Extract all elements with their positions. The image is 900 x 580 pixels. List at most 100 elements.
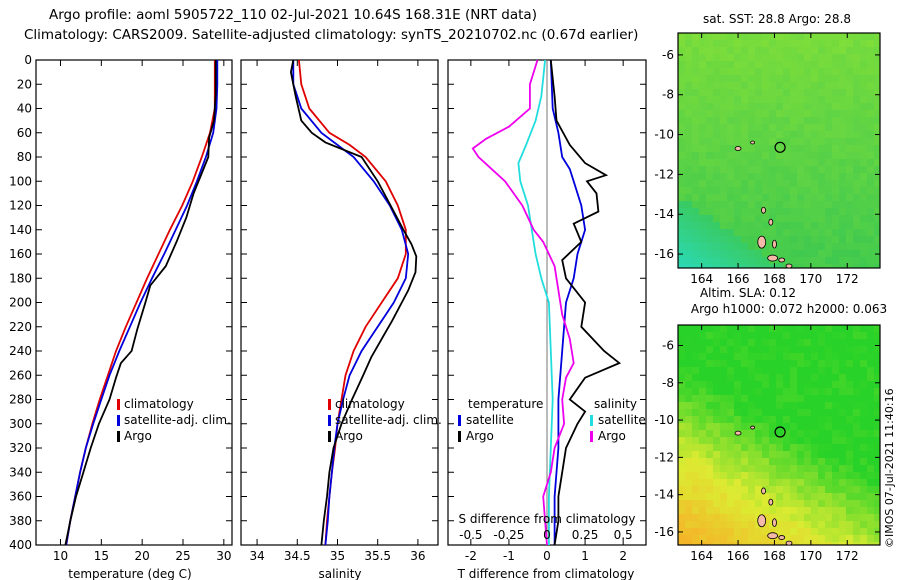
map-cell [797, 47, 804, 54]
map-cell [818, 381, 825, 388]
map-cell [741, 465, 748, 472]
map-cell [706, 145, 713, 152]
map-cell [853, 381, 860, 388]
map-cell [727, 339, 734, 346]
map-cell [692, 458, 699, 465]
map-cell [685, 444, 692, 451]
map-cell [706, 430, 713, 437]
map-cell [860, 339, 867, 346]
map-cell [734, 194, 741, 201]
map-cell [867, 374, 874, 381]
map-cell [748, 388, 755, 395]
map-cell [706, 535, 713, 542]
map-cell [713, 110, 720, 117]
map-cell [776, 187, 783, 194]
map-cell [713, 89, 720, 96]
map-cell [874, 33, 880, 40]
map-cell [706, 68, 713, 75]
map-cell [762, 103, 769, 110]
map-cell [874, 325, 880, 332]
map-cell [699, 451, 706, 458]
map-cell [874, 243, 880, 250]
map-cell [853, 257, 860, 264]
map-frame [677, 32, 881, 269]
map-cell [797, 124, 804, 131]
map-cell [783, 215, 790, 222]
map-cell [797, 542, 804, 545]
map-cell [727, 458, 734, 465]
map-cell [825, 542, 832, 545]
map-cell [825, 332, 832, 339]
map-cell [755, 381, 762, 388]
island-shape [772, 518, 777, 528]
map-cell [832, 395, 839, 402]
map-cell [853, 374, 860, 381]
map-x-tick-label: 170 [799, 272, 822, 286]
map-cell [692, 159, 699, 166]
map-cell [685, 138, 692, 145]
map-cell [874, 465, 880, 472]
map-cell [734, 353, 741, 360]
map-y-tick-label: -10 [654, 413, 674, 427]
map-cell [846, 479, 853, 486]
map-cell [699, 54, 706, 61]
map-cell [804, 82, 811, 89]
map-cell [678, 75, 685, 82]
map-cell [748, 250, 755, 257]
map-cell [748, 458, 755, 465]
map-cell [790, 47, 797, 54]
series-satellite-adj-clim- [292, 60, 410, 546]
map-cell [846, 374, 853, 381]
map-cell [720, 416, 727, 423]
map-cell [804, 451, 811, 458]
map-cell [804, 33, 811, 40]
map-cell [867, 437, 874, 444]
series-salinity-argo [471, 59, 575, 546]
map-cell [769, 89, 776, 96]
map-cell [776, 332, 783, 339]
map-cell [867, 507, 874, 514]
map-cell [692, 124, 699, 131]
map-cell [713, 145, 720, 152]
map-cell [874, 472, 880, 479]
map-cell [818, 173, 825, 180]
map-cell [818, 430, 825, 437]
map-cell [860, 180, 867, 187]
map-cell [783, 187, 790, 194]
map-cell [874, 110, 880, 117]
map-cell [874, 264, 880, 268]
map-cell [692, 89, 699, 96]
map-cell [713, 68, 720, 75]
map-cell [727, 381, 734, 388]
map-cell [853, 243, 860, 250]
map-cell [762, 528, 769, 535]
map-cell [748, 201, 755, 208]
map-cell [769, 215, 776, 222]
map-cell [874, 339, 880, 346]
salinity-xlabel: salinity [318, 567, 361, 580]
map-cell [867, 535, 874, 542]
map-cell [685, 40, 692, 47]
map-cell [839, 201, 846, 208]
map-cell [692, 250, 699, 257]
map-cell [727, 173, 734, 180]
map-cell [741, 187, 748, 194]
map-cell [720, 145, 727, 152]
map-cell [776, 451, 783, 458]
map-cell [678, 180, 685, 187]
map-cell [706, 215, 713, 222]
map-cell [790, 423, 797, 430]
map-cell [825, 388, 832, 395]
map-cell [853, 54, 860, 61]
map-cell [825, 103, 832, 110]
map-cell [678, 381, 685, 388]
map-cell [846, 229, 853, 236]
map-cell [783, 521, 790, 528]
map-cell [790, 257, 797, 264]
map-cell [846, 250, 853, 257]
map-cell [811, 493, 818, 500]
map-cell [713, 75, 720, 82]
map-cell [797, 535, 804, 542]
map-cell [748, 110, 755, 117]
map-cell [839, 194, 846, 201]
